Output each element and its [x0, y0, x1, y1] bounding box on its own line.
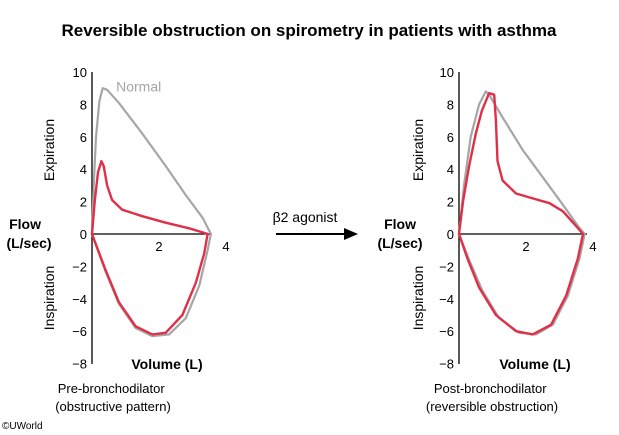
- chart-caption-line1: Pre-bronchodilator: [58, 381, 166, 396]
- y-tick-label: 8: [447, 97, 454, 112]
- flow-axis-label-line1: Flow: [384, 216, 416, 232]
- y-tick-label: 8: [80, 97, 87, 112]
- expiration-label: Expiration: [41, 119, 57, 181]
- y-tick-label: 10: [73, 65, 87, 80]
- y-tick-label: −8: [439, 357, 454, 372]
- patient-flow-volume-loop: [457, 91, 585, 336]
- x-tick-label: 2: [522, 239, 529, 254]
- series-label: Normal: [116, 78, 161, 94]
- flow-axis-label-line2: (L/sec): [6, 235, 51, 251]
- y-tick-label: 6: [80, 130, 87, 145]
- x-tick-label: 2: [155, 239, 162, 254]
- y-tick-label: −2: [72, 259, 87, 274]
- chart-caption: Pre-bronchodilator (obstructive pattern): [55, 381, 171, 414]
- y-tick-label: 0: [80, 227, 87, 242]
- chart-caption-line1: Post-bronchodilator: [434, 381, 547, 396]
- volume-axis-label: Volume (L): [131, 356, 202, 372]
- y-tick-label: −4: [439, 292, 454, 307]
- y-tick-label: 0: [447, 227, 454, 242]
- y-tick-label: 2: [80, 195, 87, 210]
- y-tick-label: 10: [440, 65, 454, 80]
- volume-axis-label: Volume (L): [499, 356, 570, 372]
- y-tick-label: −6: [72, 324, 87, 339]
- flow-axis-label-line2: (L/sec): [377, 235, 422, 251]
- flow-axis-label: Flow (L/sec): [6, 216, 51, 251]
- chart-caption: Post-bronchodilator (reversible obstruct…: [426, 381, 558, 414]
- arrow-label: β2 agonist: [273, 209, 338, 225]
- y-tick-label: −6: [439, 324, 454, 339]
- arrow-head: [344, 228, 358, 240]
- y-tick-label: 4: [80, 162, 87, 177]
- x-tick-label: 4: [222, 239, 229, 254]
- chart-caption-line2: (obstructive pattern): [55, 399, 171, 414]
- flow-axis-label-line1: Flow: [9, 216, 41, 232]
- pre-bronchodilator-chart: Normal 10 8 6 4 2 0 −2 −4 −6 −8 2 4 Flow (L/sec) Ex…: [6, 65, 229, 414]
- normal-flow-volume-loop: [90, 87, 212, 338]
- flow-axis-label: Flow (L/sec): [377, 216, 422, 251]
- post-bronchodilator-chart: 10 8 6 4 2 0 −2 −4 −6 −8 2 4 Flow (L/sec) Expiratio…: [377, 65, 596, 414]
- y-tick-label: 2: [447, 195, 454, 210]
- chart-caption-line2: (reversible obstruction): [426, 399, 558, 414]
- y-tick-label: −2: [439, 259, 454, 274]
- copyright-notice: ©UWorld: [2, 421, 43, 432]
- figure-title: Reversible obstruction on spirometry in …: [62, 21, 558, 40]
- inspiration-label: Inspiration: [410, 266, 426, 331]
- y-tick-label: 4: [447, 162, 454, 177]
- expiration-label: Expiration: [410, 119, 426, 181]
- y-tick-label: 6: [447, 130, 454, 145]
- inspiration-label: Inspiration: [41, 266, 57, 331]
- y-tick-label: −8: [72, 357, 87, 372]
- x-tick-label: 4: [589, 239, 596, 254]
- patient-flow-volume-loop: [90, 159, 209, 336]
- y-tick-label: −4: [72, 292, 87, 307]
